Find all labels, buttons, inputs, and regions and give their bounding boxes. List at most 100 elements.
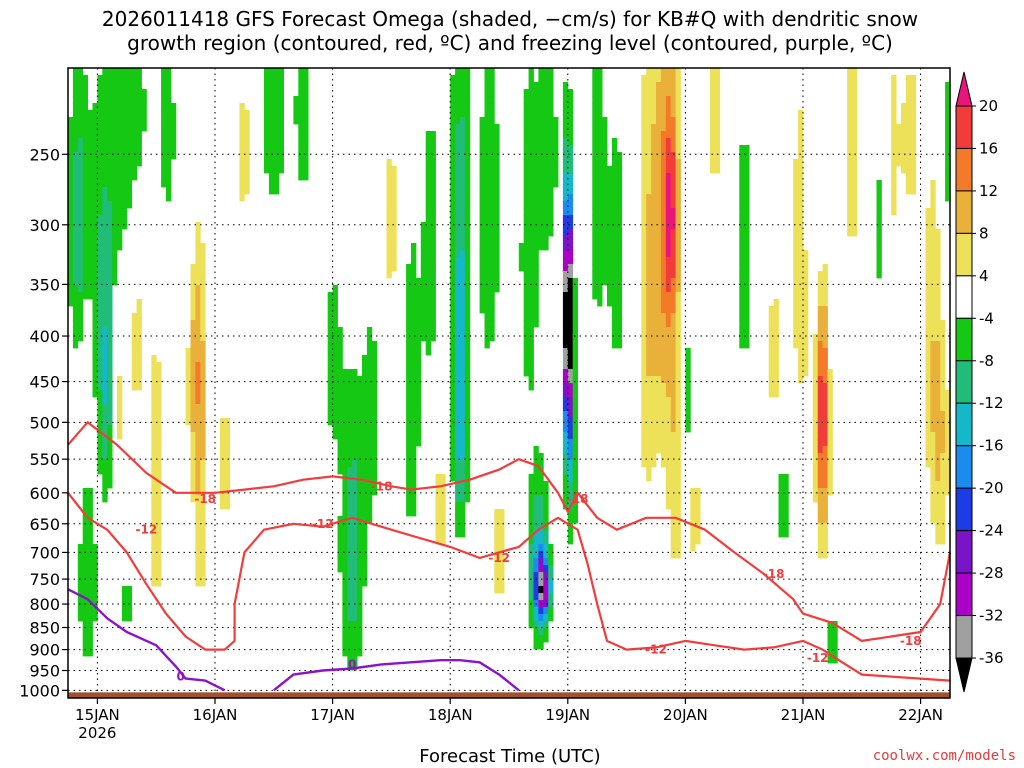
omega-cell [494, 572, 500, 580]
omega-cell [572, 369, 578, 377]
omega-cell [494, 509, 500, 517]
omega-cell [616, 292, 623, 300]
omega-cell [798, 201, 804, 209]
omega-cell [195, 313, 201, 321]
omega-cell [651, 334, 657, 342]
omega-cell [528, 110, 534, 118]
omega-cell [538, 159, 544, 167]
omega-cell [77, 96, 84, 104]
omega-cell [572, 383, 578, 391]
omega-cell [72, 313, 79, 321]
omega-cell [567, 439, 574, 447]
omega-cell [896, 131, 902, 139]
omega-cell [77, 320, 84, 328]
omega-cell [411, 488, 417, 496]
omega-cell [435, 530, 441, 538]
omega-cell [891, 117, 897, 125]
omega-cell [567, 334, 574, 342]
omega-cell [420, 313, 427, 321]
omega-cell [117, 180, 123, 188]
omega-cell [112, 194, 118, 202]
omega-cell [567, 250, 574, 258]
omega-cell [366, 390, 373, 398]
omega-cell [411, 411, 417, 419]
omega-cell [641, 264, 647, 272]
y-tick-label: 650 [29, 515, 60, 534]
omega-cell [641, 453, 647, 461]
omega-cell [597, 82, 603, 90]
x-tick-label: 15JAN [75, 706, 120, 724]
omega-cell [347, 425, 353, 433]
omega-cell [670, 152, 676, 160]
omega-cell [822, 397, 828, 405]
omega-cell [665, 285, 672, 293]
omega-cell [562, 278, 569, 286]
omega-cell [533, 194, 539, 202]
omega-cell [567, 376, 574, 384]
omega-cell [533, 635, 539, 643]
omega-cell [303, 124, 309, 132]
omega-cell [298, 89, 304, 97]
omega-cell [92, 551, 98, 559]
omega-cell [891, 208, 897, 216]
omega-cell [484, 285, 490, 293]
omega-cell [347, 642, 353, 650]
omega-cell [352, 446, 358, 454]
omega-cell [97, 208, 103, 216]
omega-cell [611, 292, 618, 300]
omega-cell [342, 411, 348, 419]
omega-cell [675, 250, 681, 258]
omega-cell [126, 117, 133, 125]
omega-cell [415, 278, 422, 286]
omega-cell [852, 208, 858, 216]
omega-cell [430, 327, 436, 335]
omega-cell [528, 509, 534, 517]
omega-cell [97, 180, 103, 188]
omega-cell [567, 138, 574, 146]
omega-cell [616, 271, 623, 279]
omega-cell [641, 89, 647, 97]
omega-cell [362, 488, 368, 496]
colorbar-over [955, 71, 973, 107]
omega-cell [592, 285, 598, 293]
omega-cell [117, 222, 123, 230]
omega-cell [665, 453, 672, 461]
omega-cell [102, 264, 108, 272]
omega-cell [744, 341, 750, 349]
omega-cell [822, 530, 828, 538]
omega-cell [812, 432, 819, 440]
omega-cell [670, 271, 676, 279]
omega-cell [651, 362, 657, 370]
omega-cell [685, 383, 691, 391]
omega-cell [930, 355, 936, 363]
omega-cell [709, 145, 716, 153]
omega-cell [768, 369, 774, 377]
omega-cell [675, 411, 681, 419]
omega-cell [82, 250, 88, 258]
omega-cell [651, 306, 657, 314]
omega-cell [646, 348, 652, 356]
omega-cell [156, 446, 162, 454]
omega-cell [656, 292, 662, 300]
omega-cell [195, 306, 201, 314]
omega-cell [425, 285, 431, 293]
omega-cell [812, 341, 819, 349]
omega-cell [675, 502, 681, 510]
omega-cell [910, 152, 917, 160]
omega-cell [107, 313, 113, 321]
credit-link[interactable]: coolwx.com/models [873, 748, 1016, 764]
colorbar-bin [955, 275, 973, 319]
omega-cell [489, 306, 495, 314]
omega-cell [548, 607, 554, 615]
dgz-label: -12 [136, 523, 158, 537]
omega-cell [945, 173, 951, 181]
omega-cell [852, 187, 858, 195]
omega-cell [852, 173, 858, 181]
omega-cell [523, 124, 529, 132]
omega-cell [450, 145, 456, 153]
omega-cell [337, 327, 343, 335]
omega-cell [817, 348, 823, 356]
omega-cell [126, 96, 133, 104]
omega-cell [411, 334, 417, 342]
omega-cell [117, 243, 123, 251]
